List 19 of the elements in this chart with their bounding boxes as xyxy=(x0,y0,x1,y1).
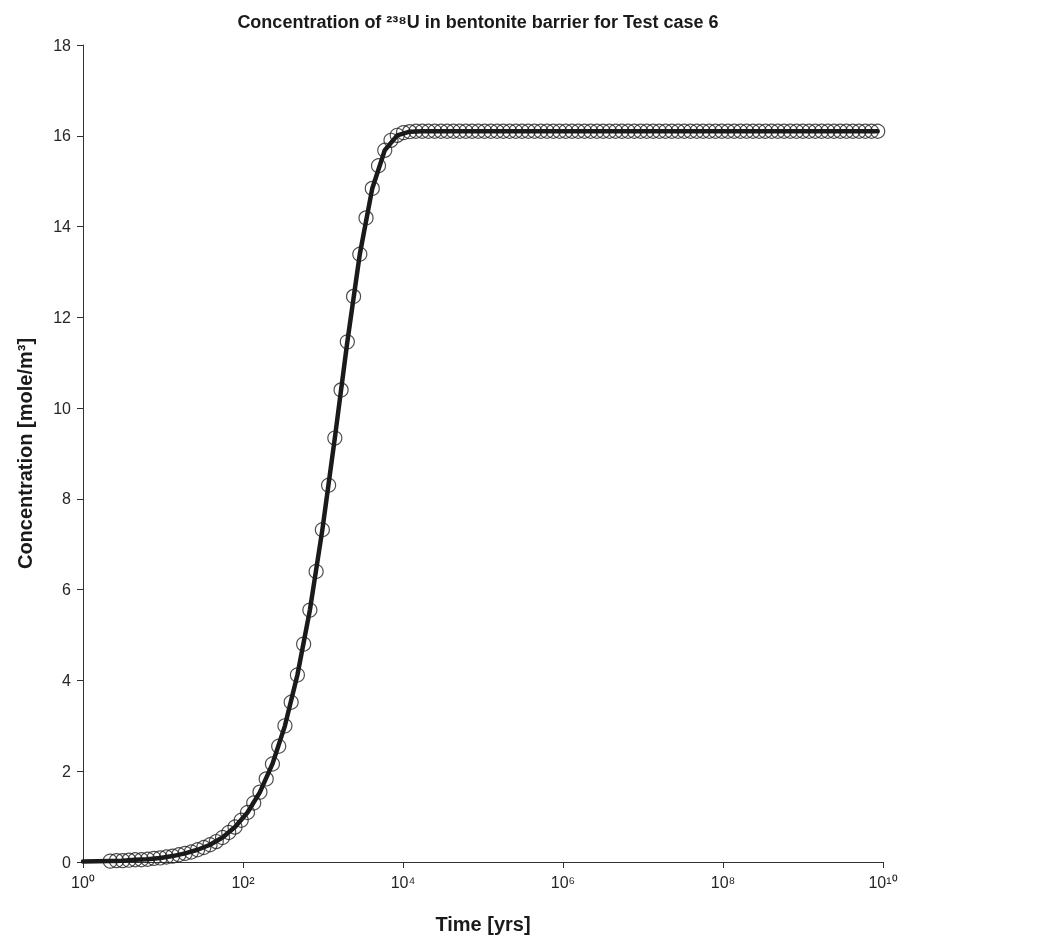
y-tick-label: 2 xyxy=(62,762,72,780)
y-tick-label: 4 xyxy=(62,671,72,689)
x-tick-label: 10⁴ xyxy=(390,873,416,891)
y-tick-label: 8 xyxy=(62,490,72,508)
y-tick-label: 18 xyxy=(53,36,72,54)
x-tick-label: 10⁸ xyxy=(710,873,736,891)
y-axis-title: Concentration [mole/m³] xyxy=(14,337,36,570)
y-tick-label: 14 xyxy=(53,218,72,236)
y-tick-label: 12 xyxy=(53,308,72,326)
y-tick-label: 6 xyxy=(62,581,72,599)
y-tick-label: 16 xyxy=(53,127,72,145)
x-axis-title: Time [yrs] xyxy=(435,913,531,935)
x-tick-label: 10⁰ xyxy=(71,873,95,891)
x-tick-label: 10¹⁰ xyxy=(868,873,898,891)
chart-title: Concentration of ²³⁸U in bentonite barrier for Test case 6 xyxy=(237,12,719,32)
x-tick-label: 10⁶ xyxy=(550,873,576,891)
x-tick-label: 10² xyxy=(231,873,256,891)
y-tick-label: 10 xyxy=(53,399,72,417)
y-tick-label: 0 xyxy=(62,853,72,871)
